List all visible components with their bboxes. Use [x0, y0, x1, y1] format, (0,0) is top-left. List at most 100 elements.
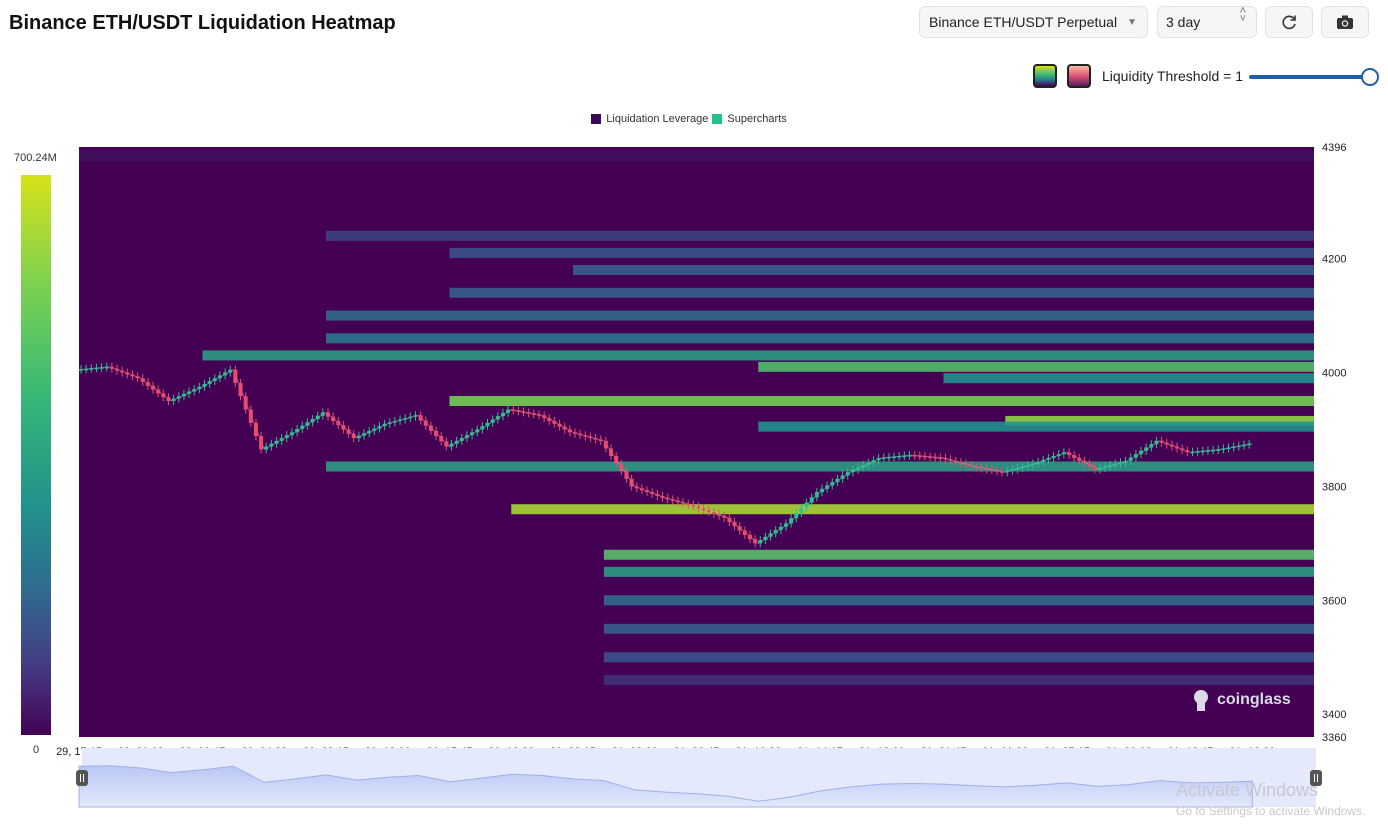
candle [192, 389, 197, 392]
candle [377, 426, 382, 429]
candle [243, 396, 248, 410]
candle [1118, 462, 1123, 464]
x-tick-label: 30, 00:45 [180, 746, 226, 758]
x-tick-label: 01, 01:30 [982, 746, 1028, 758]
candle [151, 385, 156, 390]
x-tick-label: 31, 18:00 [859, 746, 905, 758]
navigator-series [78, 765, 1253, 808]
candle [1154, 440, 1159, 445]
candle [1041, 459, 1046, 462]
candle [799, 507, 804, 513]
candle [253, 422, 258, 437]
x-tick-label: 29, 17:15 [56, 746, 102, 758]
candle [269, 443, 274, 447]
candle [115, 368, 120, 371]
candle [423, 420, 428, 426]
magma-palette-button[interactable] [1067, 64, 1091, 88]
x-tick-label: 01, 16:30 [1229, 746, 1275, 758]
liquidity-band [79, 151, 1314, 162]
candle [727, 517, 732, 523]
candle [444, 441, 449, 447]
candle [948, 459, 953, 461]
x-tick-label: 31, 03:00 [612, 746, 658, 758]
candle [89, 368, 94, 370]
candle [1113, 463, 1118, 466]
refresh-button[interactable] [1265, 6, 1313, 38]
candle [552, 420, 557, 424]
candle [629, 478, 634, 487]
candle [789, 518, 794, 524]
candle [1061, 452, 1066, 455]
navigator-area[interactable] [82, 748, 1316, 807]
screenshot-button[interactable] [1321, 6, 1369, 38]
candle [367, 430, 372, 434]
candle [886, 456, 891, 459]
candle [856, 467, 861, 470]
candle [171, 398, 176, 401]
candle [408, 416, 413, 419]
caret-down-icon: ▼ [1127, 16, 1137, 28]
candle [768, 533, 773, 537]
candle [197, 386, 202, 390]
candle [346, 429, 351, 434]
candle [701, 508, 706, 511]
candle [938, 457, 943, 459]
threshold-slider-handle[interactable] [1361, 68, 1379, 86]
candle [382, 423, 387, 427]
liquidity-band [603, 595, 1314, 606]
candle [464, 435, 469, 439]
candle [542, 415, 547, 419]
range-select[interactable]: 3 day ˄ ˅ [1157, 6, 1257, 38]
candle [747, 534, 752, 540]
viridis-palette-button[interactable] [1033, 64, 1057, 88]
y-tick-label: 4396 [1322, 142, 1346, 154]
market-select[interactable]: Binance ETH/USDT Perpetual ▼ [919, 6, 1148, 38]
candle [933, 456, 938, 459]
candle [1097, 467, 1102, 470]
candle [536, 414, 541, 416]
candle [1020, 466, 1025, 468]
liquidity-band [326, 333, 1314, 344]
x-tick-label: 30, 08:15 [303, 746, 349, 758]
liquidity-band [326, 310, 1314, 321]
candle [1000, 471, 1005, 473]
candle [722, 515, 727, 518]
candle [202, 383, 207, 387]
candle [1133, 454, 1138, 458]
candle [341, 425, 346, 430]
candle [742, 530, 747, 535]
candle [398, 419, 403, 422]
liquidity-band [758, 421, 1314, 432]
candle [279, 438, 284, 441]
liquidity-band [326, 230, 1314, 241]
candle [315, 415, 320, 420]
candle [567, 429, 572, 433]
navigator-left-handle[interactable] [76, 770, 88, 786]
liquidity-band [603, 652, 1314, 663]
threshold-slider[interactable] [1249, 75, 1369, 79]
range-select-value: 3 day [1166, 14, 1201, 30]
candle [804, 502, 809, 508]
candle [881, 457, 886, 459]
candle [207, 381, 212, 384]
legend-item-liquidation-leverage[interactable]: Liquidation Leverage [591, 113, 708, 125]
candle [1185, 450, 1190, 453]
candle [1195, 451, 1200, 453]
candle [284, 435, 289, 439]
candle [392, 420, 397, 423]
candle [326, 412, 330, 417]
candle [248, 409, 253, 423]
heatmap-background [79, 147, 1314, 737]
candle [732, 522, 737, 527]
candle [675, 500, 680, 503]
candle [300, 425, 305, 429]
candle [1247, 443, 1252, 446]
candle [1241, 444, 1246, 447]
candle [1149, 444, 1154, 448]
x-tick-label: 31, 14:15 [797, 746, 843, 758]
candle [511, 409, 516, 412]
candle [1211, 449, 1216, 452]
legend-item-supercharts[interactable]: Supercharts [712, 113, 787, 125]
coinglass-watermark: coinglass [1190, 688, 1291, 712]
